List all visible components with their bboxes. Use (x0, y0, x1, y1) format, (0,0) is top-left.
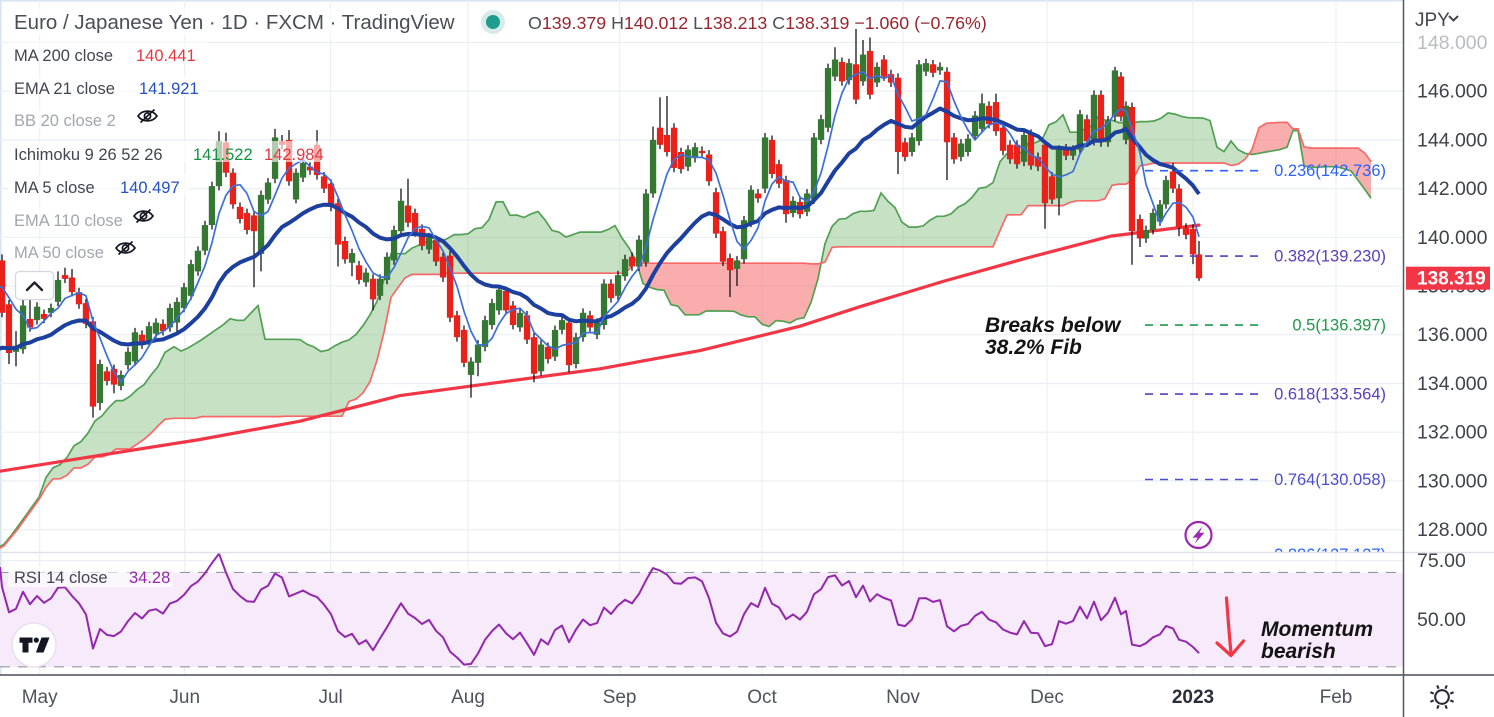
svg-text:Nov: Nov (886, 687, 920, 708)
svg-text:132.000: 132.000 (1417, 422, 1488, 444)
svg-text:0.236(142.736): 0.236(142.736) (1274, 162, 1386, 180)
svg-text:0.382(139.230): 0.382(139.230) (1274, 248, 1386, 266)
svg-text:EMA 110 close: EMA 110 close (14, 212, 123, 230)
svg-text:Aug: Aug (451, 687, 485, 708)
svg-text:0.764(130.058): 0.764(130.058) (1274, 471, 1386, 489)
svg-text:Dec: Dec (1030, 687, 1064, 708)
svg-text:50.00: 50.00 (1417, 609, 1466, 631)
svg-text:34.28: 34.28 (129, 569, 170, 587)
svg-text:Oct: Oct (747, 687, 777, 708)
svg-text:0.886(127.127): 0.886(127.127) (1274, 546, 1386, 564)
svg-text:75.00: 75.00 (1417, 550, 1466, 572)
svg-text:O139.379 H140.012 L138.213 C13: O139.379 H140.012 L138.213 C138.319 −1.0… (528, 13, 987, 33)
svg-text:0.5(136.397): 0.5(136.397) (1292, 317, 1386, 335)
svg-text:EMA 21 close: EMA 21 close (14, 80, 115, 98)
svg-text:2023: 2023 (1172, 687, 1214, 708)
svg-text:MA 50 close: MA 50 close (14, 244, 104, 262)
svg-text:Sep: Sep (603, 687, 637, 708)
svg-text:Euro / Japanese Yen · 1D · FXC: Euro / Japanese Yen · 1D · FXCM · Tradin… (14, 11, 455, 34)
svg-text:Breaks below: Breaks below (985, 314, 1122, 337)
svg-text:141.522: 141.522 (193, 146, 253, 164)
svg-text:142.984: 142.984 (264, 146, 324, 164)
svg-text:BB 20 close 2: BB 20 close 2 (14, 112, 116, 130)
svg-text:138.319: 138.319 (1417, 269, 1486, 290)
svg-text:0.618(133.564): 0.618(133.564) (1274, 386, 1386, 404)
svg-text:140.497: 140.497 (120, 179, 180, 197)
svg-text:MA 5 close: MA 5 close (14, 179, 95, 197)
svg-text:140.000: 140.000 (1417, 227, 1488, 249)
svg-text:128.000: 128.000 (1417, 519, 1488, 541)
svg-text:Feb: Feb (1320, 687, 1353, 708)
svg-text:Jul: Jul (318, 687, 342, 708)
svg-text:140.441: 140.441 (136, 47, 196, 65)
svg-text:130.000: 130.000 (1417, 470, 1488, 492)
svg-text:142.000: 142.000 (1417, 178, 1488, 200)
svg-text:146.000: 146.000 (1417, 81, 1488, 103)
svg-text:136.000: 136.000 (1417, 324, 1488, 346)
svg-text:38.2% Fib: 38.2% Fib (985, 336, 1082, 359)
svg-text:MA 200 close: MA 200 close (14, 47, 113, 65)
svg-text:bearish: bearish (1261, 640, 1336, 663)
svg-text:Momentum: Momentum (1261, 618, 1373, 641)
svg-text:148.000: 148.000 (1417, 32, 1488, 54)
svg-text:JPY: JPY (1415, 10, 1450, 31)
svg-text:141.921: 141.921 (139, 80, 199, 98)
svg-text:Jun: Jun (169, 687, 200, 708)
svg-text:Ichimoku 9 26 52 26: Ichimoku 9 26 52 26 (14, 146, 163, 164)
svg-text:134.000: 134.000 (1417, 373, 1488, 395)
svg-text:May: May (22, 687, 58, 708)
svg-text:144.000: 144.000 (1417, 129, 1488, 151)
svg-text:RSI 14 close: RSI 14 close (14, 569, 108, 587)
